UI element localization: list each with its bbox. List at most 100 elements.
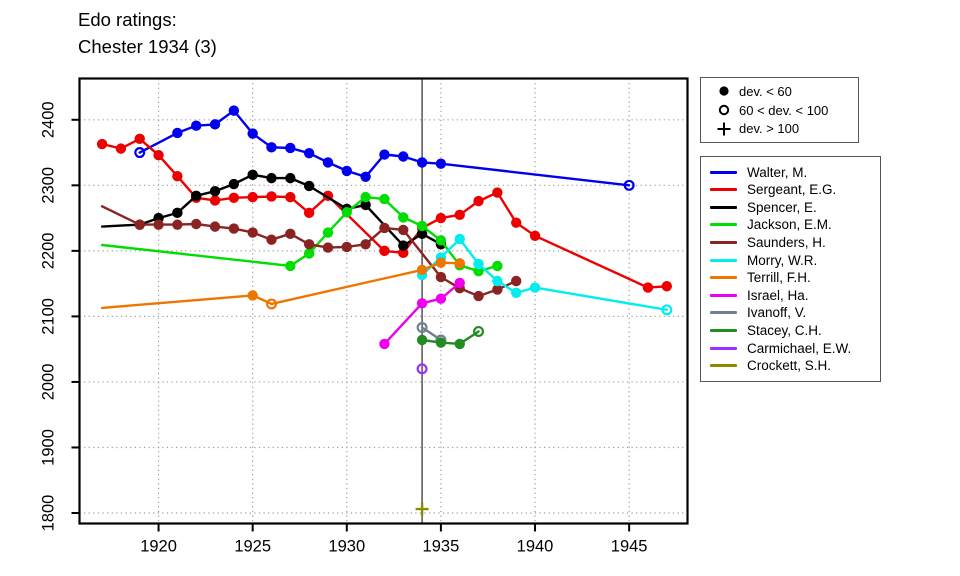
data-point-filled — [360, 171, 371, 183]
data-point-filled — [247, 128, 258, 139]
filled-circle-icon — [709, 84, 739, 98]
series-line — [420, 237, 668, 311]
data-point-filled — [303, 148, 315, 159]
data-point-filled — [228, 223, 240, 234]
data-point-filled — [473, 265, 484, 277]
data-point-filled — [511, 217, 522, 228]
data-point-filled — [642, 282, 654, 293]
legend-player-name: Carmichael, E.W. — [747, 340, 852, 356]
data-point-filled — [454, 277, 465, 289]
data-point-filled — [492, 284, 503, 295]
y-tick-label: 2100 — [40, 298, 58, 335]
legend-color-line — [710, 188, 737, 192]
data-point-open — [416, 322, 428, 334]
legend-color-line — [710, 346, 737, 350]
data-point-filled — [303, 239, 315, 250]
legend-player-name: Ivanoff, V. — [747, 305, 807, 321]
data-point-filled — [435, 235, 447, 246]
data-point-filled — [379, 338, 390, 350]
data-point-filled — [285, 191, 296, 203]
data-point-filled — [360, 199, 371, 211]
player-legend: Walter, M. Sergeant, E.G. Spencer, E. Jacks… — [700, 156, 881, 382]
data-point-filled — [416, 264, 428, 276]
data-point-filled — [285, 228, 296, 240]
data-point-filled — [341, 206, 352, 218]
legend-item: Crockett, S.H. — [710, 358, 880, 373]
data-point-filled — [435, 257, 447, 268]
data-point-filled — [379, 245, 390, 257]
data-point-filled — [172, 219, 183, 230]
x-tick-label: 1935 — [423, 538, 460, 556]
data-point-filled — [398, 224, 409, 236]
data-point-filled — [435, 212, 447, 224]
y-tick-label: 1900 — [40, 429, 58, 466]
data-point-filled — [435, 158, 447, 169]
data-point-filled — [322, 157, 334, 168]
data-point-filled — [322, 227, 334, 238]
legend-color-line — [710, 293, 737, 297]
data-point-filled — [473, 258, 484, 270]
data-point-filled — [473, 290, 484, 302]
y-tick-label: 2400 — [40, 101, 58, 138]
data-point-filled — [115, 143, 127, 154]
data-point-filled — [303, 180, 315, 192]
data-point-filled — [511, 275, 522, 287]
data-point-filled — [416, 157, 428, 168]
data-point-filled — [266, 142, 277, 153]
legend-item: Terrill, F.H. — [710, 270, 880, 285]
x-tick-label: 1945 — [611, 538, 648, 556]
series-line — [100, 261, 461, 310]
data-point-filled — [398, 212, 409, 223]
data-point-filled — [209, 119, 221, 130]
legend-row-dev-small: dev. < 60 — [709, 83, 858, 100]
data-point-filled — [360, 239, 371, 250]
data-point-filled — [134, 133, 145, 144]
legend-player-name: Walter, M. — [747, 164, 808, 180]
data-point-filled — [303, 207, 315, 219]
x-tick-label: 1925 — [234, 538, 271, 556]
data-point-filled — [209, 221, 221, 232]
data-point-filled — [416, 298, 428, 309]
data-point-filled — [153, 219, 164, 230]
legend-item: Carmichael, E.W. — [710, 341, 880, 356]
data-point-filled — [341, 165, 352, 177]
data-point-filled — [661, 281, 672, 292]
data-point-filled — [454, 233, 465, 245]
legend-player-name: Sergeant, E.G. — [747, 182, 837, 198]
legend-color-line — [710, 223, 737, 227]
data-point-filled — [360, 191, 371, 203]
legend-item: Jackson, E.M. — [710, 217, 880, 232]
data-point-filled — [303, 248, 315, 259]
data-point-filled — [379, 222, 390, 234]
data-point-plus — [415, 502, 429, 516]
data-point-filled — [172, 127, 183, 139]
legend-color-line — [710, 311, 737, 315]
y-tick-label: 2000 — [40, 364, 58, 401]
data-point-filled — [266, 172, 277, 184]
legend-player-name: Spencer, E. — [747, 199, 817, 215]
plot-border — [78, 77, 689, 525]
data-point-filled — [416, 228, 428, 240]
legend-item: Walter, M. — [710, 165, 880, 180]
data-point-filled — [322, 242, 334, 253]
legend-item: Sergeant, E.G. — [710, 182, 880, 197]
y-tick-label: 2200 — [40, 233, 58, 270]
data-point-filled — [247, 191, 258, 203]
legend-item: Spencer, E. — [710, 200, 880, 215]
data-point-filled — [209, 195, 221, 206]
data-point-open — [623, 179, 635, 191]
y-tick-label: 1800 — [40, 495, 58, 532]
data-point-filled — [473, 195, 484, 207]
data-point-filled — [247, 290, 258, 301]
data-point-open — [416, 363, 428, 375]
legend-color-line — [710, 364, 737, 368]
series-line — [100, 137, 668, 289]
legend-color-line — [710, 329, 737, 333]
legend-color-line — [710, 170, 737, 174]
data-point-filled — [172, 170, 183, 182]
legend-player-name: Saunders, H. — [747, 235, 826, 251]
data-point-open — [134, 147, 146, 159]
legend-label: dev. > 100 — [739, 121, 800, 137]
data-point-filled — [228, 178, 240, 190]
